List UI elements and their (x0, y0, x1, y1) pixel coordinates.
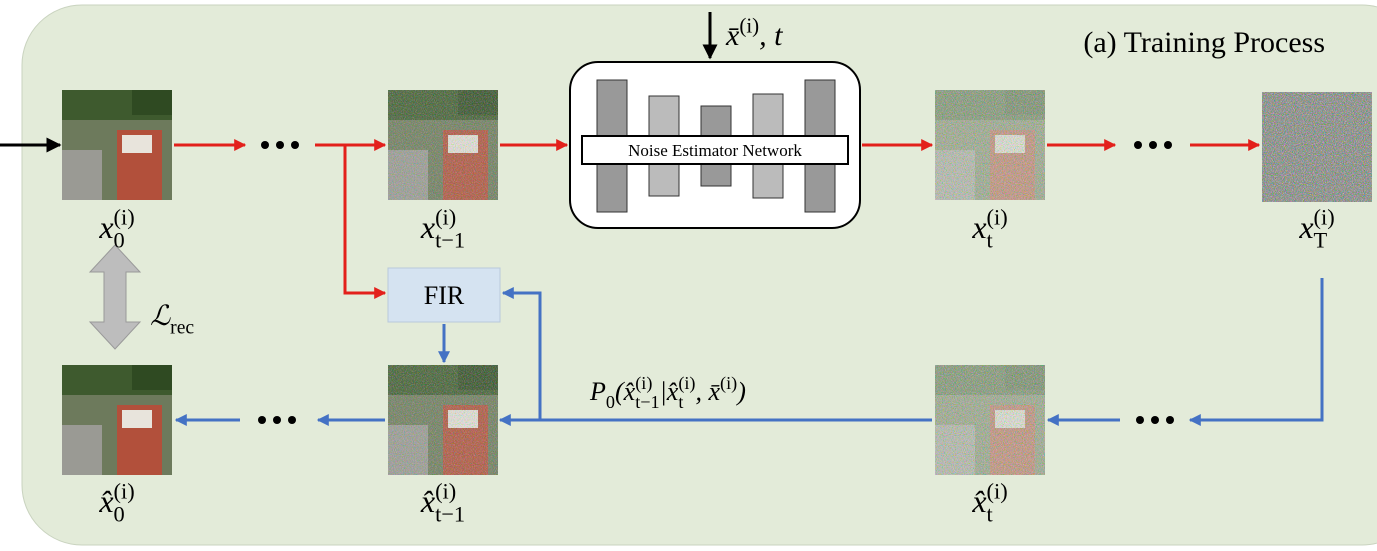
arrows (0, 12, 1324, 426)
math-sub: t (987, 228, 994, 253)
math-sub: t (987, 502, 994, 527)
network: Noise Estimator Network (569, 61, 861, 229)
math-sub: 0 (114, 228, 125, 253)
math-text: P (589, 377, 606, 406)
math-sup: (i) (739, 13, 759, 37)
math-sub: T (1314, 228, 1328, 253)
math-sup: (i) (435, 205, 456, 230)
image-xT (1262, 92, 1372, 202)
math-sub: rec (170, 317, 194, 338)
image-xht (935, 365, 1045, 475)
math-sup: (i) (435, 479, 456, 504)
math-text: x (98, 209, 113, 245)
math-sub: t (678, 392, 683, 412)
math-sub: 0 (606, 392, 615, 412)
math-sup: (i) (114, 479, 135, 504)
math-text: x̂ (666, 377, 679, 406)
math-text: x̄ (725, 19, 740, 52)
math-sub: t−1 (435, 502, 465, 527)
math-sup: (i) (987, 479, 1008, 504)
math-text: | (660, 377, 667, 406)
math-sub: t−1 (635, 392, 659, 412)
panel-title: (a) Training Process (1083, 26, 1325, 59)
math-text: , x̄ (695, 377, 720, 406)
math-sub: 0 (114, 502, 125, 527)
image-xt (935, 90, 1045, 200)
math-text: ℒ (150, 301, 171, 332)
math-text: x (420, 209, 435, 245)
fir: FIR (387, 267, 501, 323)
image-xh0 (62, 365, 172, 475)
math-sup: (i) (678, 373, 695, 394)
ellipses (258, 141, 1174, 424)
math-text: x (1298, 209, 1313, 245)
math-sup: (i) (720, 373, 737, 394)
math-text: ( (615, 377, 625, 406)
image-xht1 (388, 365, 498, 475)
loss-arrow (88, 244, 142, 350)
math-text: x̂ (623, 377, 636, 406)
math-text: ) (735, 377, 746, 406)
network-label: Noise Estimator Network (628, 141, 802, 160)
image-x0 (62, 90, 172, 200)
math-text: x (971, 209, 986, 245)
math-text: x̂ (420, 483, 435, 519)
math-text: , t (759, 19, 783, 52)
math-sub: t−1 (435, 228, 465, 253)
math-sup: (i) (114, 205, 135, 230)
image-xt1 (388, 90, 498, 200)
fir-label: FIR (424, 281, 465, 310)
math-sup: (i) (635, 373, 652, 394)
math-text: x̂ (98, 483, 113, 519)
math-sup: (i) (987, 205, 1008, 230)
math-text: x̂ (971, 483, 986, 519)
math-sup: (i) (1314, 205, 1335, 230)
